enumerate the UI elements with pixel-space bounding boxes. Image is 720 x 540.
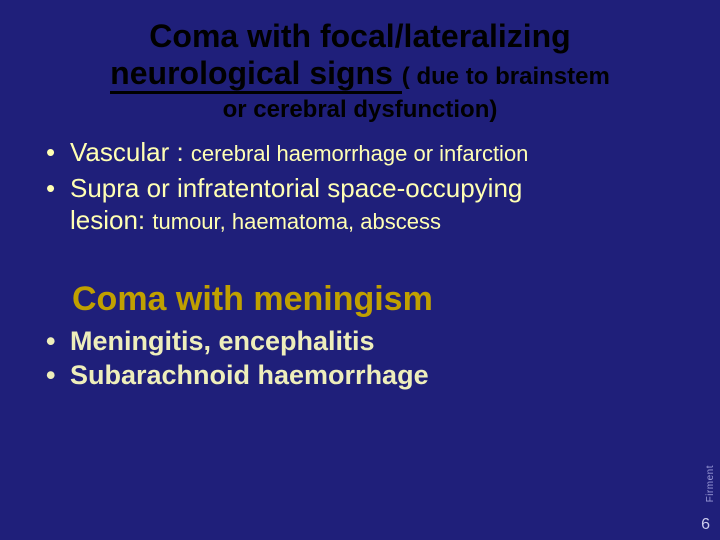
vertical-credit-label: Firment bbox=[705, 465, 716, 502]
page-number: 6 bbox=[701, 516, 710, 534]
list-item: Meningitis, encephalitis bbox=[46, 325, 690, 359]
title-word-with: with bbox=[238, 18, 320, 54]
bullet-list-2: Meningitis, encephalitis Subarachnoid ha… bbox=[0, 325, 720, 393]
title-sub-2: or cerebral dysfunction) bbox=[0, 96, 720, 124]
bullet-text-line2-large: lesion: bbox=[70, 205, 152, 235]
title-line-1: Coma with focal/lateralizing bbox=[0, 18, 720, 55]
title-line-2-wrap: neurological signs ( due to brainstem bbox=[0, 55, 720, 92]
list-item: Vascular : cerebral haemorrhage or infar… bbox=[46, 137, 690, 169]
bullet-text-line1: Supra or infratentorial space-occupying bbox=[70, 173, 522, 203]
bullet-text-line2-small: tumour, haematoma, abscess bbox=[152, 209, 441, 234]
slide: Coma with focal/lateralizing neurologica… bbox=[0, 0, 720, 540]
title-sub-1: ( due to brainstem bbox=[402, 63, 610, 90]
list-item: Subarachnoid haemorrhage bbox=[46, 359, 690, 393]
title-word-focal: focal/lateralizing bbox=[320, 18, 571, 54]
bullet-text-small: cerebral haemorrhage or infarction bbox=[191, 141, 529, 166]
bullet-list-1: Vascular : cerebral haemorrhage or infar… bbox=[0, 123, 720, 236]
title-block: Coma with focal/lateralizing neurologica… bbox=[0, 0, 720, 123]
subtitle: Coma with meningism bbox=[0, 280, 720, 319]
list-item: Supra or infratentorial space-occupying … bbox=[46, 173, 690, 236]
title-word-coma: Coma bbox=[149, 18, 238, 54]
title-line-2: neurological signs bbox=[110, 55, 402, 94]
bullet-text-large: Vascular : bbox=[70, 137, 191, 167]
